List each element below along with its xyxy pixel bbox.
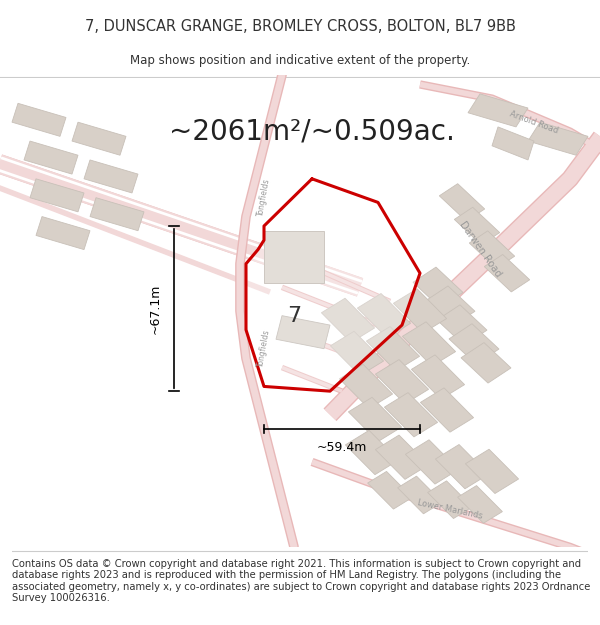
Polygon shape — [461, 342, 511, 383]
Polygon shape — [421, 388, 473, 432]
Polygon shape — [469, 231, 515, 268]
Polygon shape — [458, 486, 502, 523]
Polygon shape — [403, 322, 455, 366]
Polygon shape — [24, 141, 78, 174]
Text: ~59.4m: ~59.4m — [317, 441, 367, 454]
Text: Darwen Road: Darwen Road — [457, 220, 503, 279]
Text: 7: 7 — [287, 306, 301, 326]
Polygon shape — [72, 122, 126, 155]
Polygon shape — [406, 440, 458, 484]
Polygon shape — [90, 198, 144, 231]
Polygon shape — [484, 254, 530, 292]
Polygon shape — [358, 294, 410, 338]
Text: Contains OS data © Crown copyright and database right 2021. This information is : Contains OS data © Crown copyright and d… — [12, 559, 590, 603]
Polygon shape — [376, 359, 428, 404]
Polygon shape — [376, 435, 428, 479]
Text: Tongfields: Tongfields — [256, 329, 272, 368]
Polygon shape — [437, 305, 487, 346]
Polygon shape — [30, 179, 84, 212]
Polygon shape — [412, 355, 464, 399]
Text: Map shows position and indicative extent of the property.: Map shows position and indicative extent… — [130, 54, 470, 67]
Text: Arnold Road: Arnold Road — [508, 109, 560, 135]
Text: Lower Marlands: Lower Marlands — [416, 498, 484, 521]
Polygon shape — [331, 331, 383, 376]
Polygon shape — [413, 267, 463, 308]
Polygon shape — [246, 179, 420, 391]
Polygon shape — [264, 231, 324, 282]
Text: ~67.1m: ~67.1m — [148, 283, 161, 334]
Polygon shape — [394, 289, 446, 333]
Polygon shape — [84, 160, 138, 193]
Polygon shape — [12, 103, 66, 136]
Polygon shape — [425, 286, 475, 326]
Polygon shape — [368, 471, 412, 509]
Polygon shape — [340, 364, 392, 409]
Polygon shape — [528, 122, 588, 155]
Polygon shape — [468, 94, 528, 127]
Polygon shape — [449, 324, 499, 364]
Polygon shape — [322, 298, 374, 343]
Polygon shape — [367, 326, 419, 371]
Text: ~2061m²/~0.509ac.: ~2061m²/~0.509ac. — [169, 118, 455, 146]
Polygon shape — [385, 392, 437, 437]
Polygon shape — [349, 398, 401, 442]
Text: Tongfields: Tongfields — [256, 178, 272, 217]
Polygon shape — [454, 208, 500, 245]
Polygon shape — [346, 431, 398, 474]
Polygon shape — [439, 184, 485, 221]
Text: 7, DUNSCAR GRANGE, BROMLEY CROSS, BOLTON, BL7 9BB: 7, DUNSCAR GRANGE, BROMLEY CROSS, BOLTON… — [85, 19, 515, 34]
Polygon shape — [466, 449, 518, 494]
Polygon shape — [492, 127, 534, 160]
Polygon shape — [436, 444, 488, 489]
Polygon shape — [398, 476, 442, 514]
Polygon shape — [276, 316, 330, 349]
Polygon shape — [428, 481, 472, 519]
Polygon shape — [36, 216, 90, 249]
